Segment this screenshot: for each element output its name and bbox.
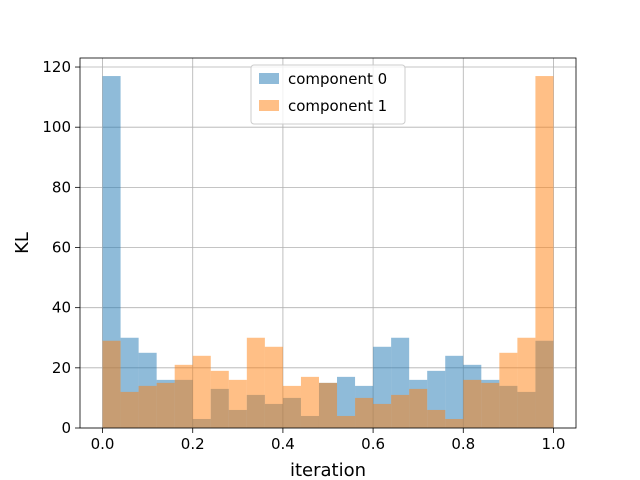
bar-component-1 — [102, 340, 121, 428]
bar-component-1 — [264, 346, 283, 428]
legend-label-component-1: component 1 — [288, 97, 387, 115]
x-tick-label: 0.2 — [181, 435, 205, 453]
y-tick-label: 40 — [52, 299, 71, 317]
y-tick-label: 60 — [52, 239, 71, 257]
y-axis-label: KL — [12, 232, 33, 254]
bar-component-1 — [517, 337, 536, 428]
bar-component-1 — [138, 385, 157, 428]
legend-swatch-component-1 — [259, 100, 279, 111]
legend-box — [250, 64, 406, 125]
bar-component-1 — [174, 364, 193, 428]
legend: component 0 component 1 — [250, 64, 406, 125]
bar-component-1 — [373, 403, 392, 428]
y-tick-label: 20 — [52, 359, 71, 377]
bar-component-1 — [391, 394, 410, 428]
y-tick-label: 120 — [42, 58, 71, 76]
bar-component-1 — [156, 382, 175, 428]
y-tick-label: 100 — [42, 118, 71, 136]
bar-component-1 — [282, 385, 301, 428]
bar-component-1 — [120, 391, 139, 428]
y-tick-label: 80 — [52, 178, 71, 196]
bar-component-1 — [535, 76, 554, 429]
bar-component-0 — [337, 376, 356, 428]
plot-frame — [79, 57, 577, 429]
legend-swatch-component-0 — [259, 73, 279, 84]
bar-component-1 — [499, 352, 518, 428]
bar-component-1 — [337, 415, 356, 428]
bar-component-1 — [192, 355, 211, 428]
bar-component-1 — [427, 409, 446, 428]
x-tick-label: 0.0 — [91, 435, 115, 453]
x-tick-label: 0.6 — [361, 435, 385, 453]
y-axis-ticks: 0 20 40 60 80 100 120 — [42, 58, 80, 437]
bar-component-1 — [300, 376, 319, 428]
bar-component-1 — [463, 379, 482, 428]
bar-component-1 — [210, 370, 229, 428]
bar-component-1 — [481, 382, 500, 428]
series-component-1 — [102, 76, 554, 429]
x-axis-ticks: 0.0 0.2 0.4 0.6 0.8 1.0 — [91, 428, 566, 453]
bar-component-0 — [445, 355, 464, 428]
legend-label-component-0: component 0 — [288, 70, 387, 88]
bar-component-1 — [228, 379, 247, 428]
bar-component-0 — [102, 76, 121, 429]
x-axis-label: iteration — [290, 460, 366, 480]
bar-component-1 — [318, 382, 338, 428]
x-tick-label: 0.4 — [271, 435, 295, 453]
x-tick-label: 1.0 — [542, 435, 566, 453]
bar-component-1 — [445, 418, 464, 428]
y-tick-label: 0 — [61, 419, 71, 437]
bar-component-1 — [409, 388, 428, 428]
bar-component-1 — [355, 397, 374, 428]
x-tick-label: 0.8 — [451, 435, 475, 453]
bar-component-1 — [246, 337, 265, 428]
